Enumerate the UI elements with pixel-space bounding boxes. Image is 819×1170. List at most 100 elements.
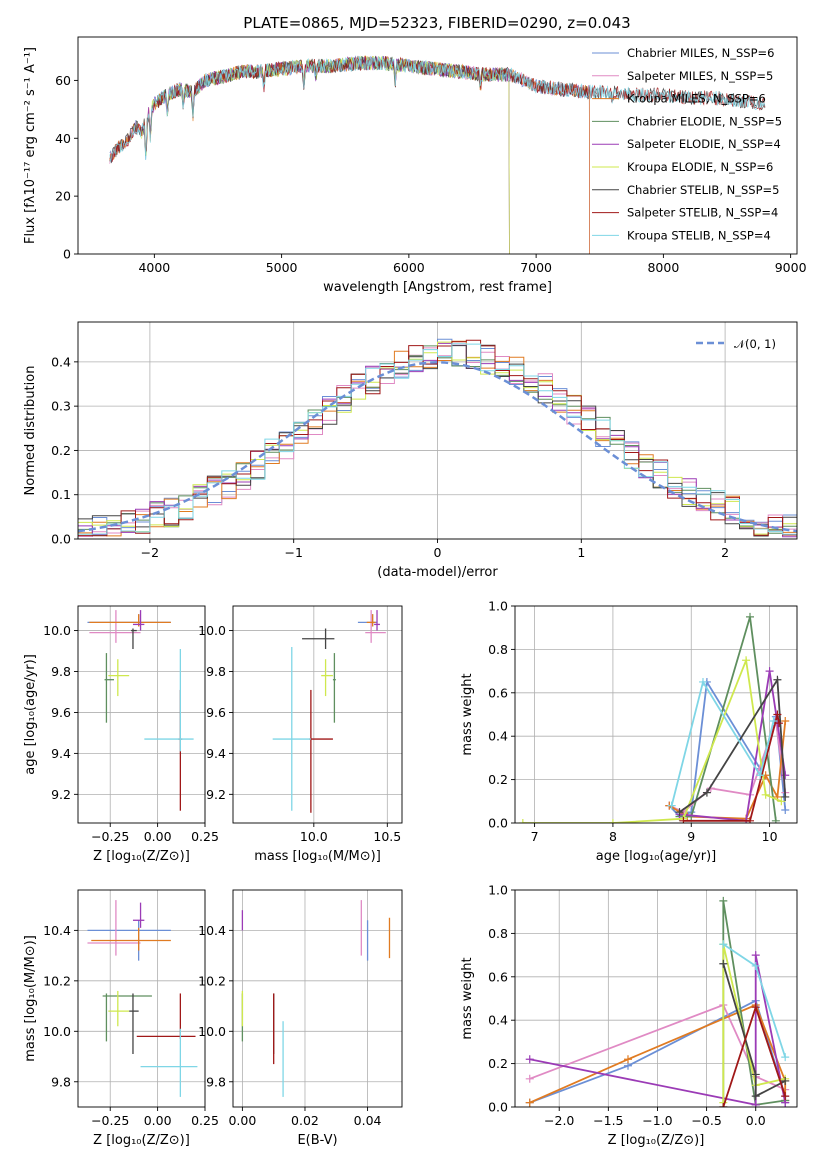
x-tick-label: 0.00 (144, 829, 172, 844)
weight-marker (773, 710, 782, 719)
weight-line (668, 720, 787, 814)
y-tick-label: 0.0 (51, 532, 71, 547)
y-tick-label: 9.2 (51, 787, 71, 802)
spectrum-line (109, 55, 766, 162)
weight-line (678, 676, 787, 813)
gridlines (78, 606, 206, 823)
weight-marker (781, 1076, 790, 1085)
x-tick-label: 0.00 (228, 1113, 256, 1128)
errorbar-point (89, 610, 141, 643)
x-tick-label: −0.25 (91, 829, 129, 844)
weight-marker (518, 819, 527, 823)
gridlines (233, 606, 402, 823)
axes-frame (514, 605, 798, 824)
legend-entry: 𝒩(0, 1) (734, 337, 776, 351)
weight-marker (771, 816, 780, 823)
y-tick-label: 9.2 (206, 787, 226, 802)
legend-entry: Chabrier MILES, N_SSP=6 (627, 46, 774, 60)
axes-frame (232, 889, 403, 1108)
y-tick-label: 0.0 (488, 1100, 508, 1115)
errorbar-point (309, 689, 333, 813)
errorbar-point (272, 646, 311, 811)
y-tick-label: 0.2 (488, 1056, 508, 1071)
errorbar-point (102, 993, 152, 1042)
errorbar-point (91, 927, 171, 951)
x-tick-label: 1 (577, 545, 585, 560)
errorbar-point (302, 628, 335, 649)
weight-marker (719, 959, 728, 968)
panels: 4000 5000 6000 7000 8000 90000204060wavelengt… (23, 36, 807, 1148)
chart-age-vs-Z: −0.25 0.00 0.25 9.2 9.4 9.6 9.8 10.0 Z [log₁₀(Z/… (23, 605, 219, 864)
weight-marker (719, 940, 728, 949)
errorbar-point (87, 900, 141, 956)
weight-marker (751, 1003, 760, 1012)
weight-marker (751, 1092, 760, 1101)
weight-marker (751, 951, 760, 960)
weight-line (529, 1003, 786, 1091)
errorbar-point (366, 614, 376, 627)
y-tick-label: 0.6 (488, 685, 508, 700)
x-tick-label: 10.0 (300, 829, 328, 844)
y-axis-label: age [log₁₀(age/yr)] (23, 654, 38, 775)
x-tick-label: 8 (609, 829, 617, 844)
x-tick-label: 0.02 (291, 1113, 319, 1128)
weight-line (722, 944, 786, 1103)
weight-marker (781, 771, 790, 780)
legend-entry: Salpeter ELODIE, N_SSP=4 (627, 137, 781, 151)
legend-entry: Kroupa ELODIE, N_SSP=6 (627, 160, 773, 174)
errorbar-point (108, 659, 130, 697)
weight-marker (746, 612, 754, 621)
weight-marker (623, 1055, 632, 1064)
y-tick-label: 1.0 (488, 883, 508, 898)
x-tick-label: −1 (284, 545, 302, 560)
axes-frame (77, 321, 798, 540)
weight-marker (679, 816, 688, 823)
plot-area (518, 612, 790, 823)
weight-line (529, 954, 787, 1106)
x-tick-label: 0 (434, 545, 442, 560)
legend-entry: Kroupa STELIB, N_SSP=4 (627, 228, 771, 242)
x-tick-label: 6000 (393, 260, 425, 275)
y-tick-label: 0.6 (488, 969, 508, 984)
x-tick-label: 0.04 (354, 1113, 382, 1128)
errorbar-point (104, 653, 115, 723)
legend-entry: Chabrier ELODIE, N_SSP=5 (627, 114, 782, 128)
x-axis-label: (data-model)/error (377, 565, 498, 580)
x-tick-label: 0.25 (191, 1113, 219, 1128)
x-tick-label: 10.5 (373, 829, 401, 844)
weight-marker (774, 719, 783, 728)
legend: Chabrier MILES, N_SSP=6 Salpeter MILES, N… (592, 46, 782, 242)
y-tick-label: 0.4 (488, 729, 508, 744)
y-tick-label: 60 (55, 73, 71, 88)
chart-mass-vs-Z: −0.25 0.00 0.25 9.8 10.0 10.2 10.4 Z [log₁₀(Z/Z… (23, 889, 219, 1148)
x-tick-label: 0.0 (746, 1113, 766, 1128)
y-tick-label: 9.8 (206, 664, 226, 679)
y-tick-label: 10.4 (43, 923, 71, 938)
x-tick-label: 9000 (775, 260, 807, 275)
errorbar-point (131, 628, 137, 649)
chart-massweight-vs-Z: −2.0 −1.5 −1.0 −0.5 0.0 0.0 0.2 0.4 0.6 0.8 1.0 Z [… (460, 883, 798, 1148)
chart-residuals: −2 −1 0 1 2 0.0 0.1 0.2 0.3 0.4 (data-model)/error… (23, 321, 798, 580)
weight-marker (742, 656, 751, 665)
y-tick-label: 10.2 (43, 973, 71, 988)
chart-mass-vs-EBV: 0.00 0.02 0.04 9.8 10.0 10.2 10.4 E(B-V) (198, 889, 403, 1148)
y-tick-label: 9.8 (51, 1074, 71, 1089)
y-tick-label: 9.8 (51, 664, 71, 679)
gridlines (233, 890, 402, 1107)
y-tick-label: 0.2 (488, 772, 508, 787)
y-tick-label: 9.8 (206, 1074, 226, 1089)
weight-marker (699, 677, 707, 686)
y-tick-label: 0.4 (488, 1013, 508, 1028)
errorbar-point (132, 902, 145, 928)
axes-frame (77, 605, 206, 824)
y-tick-label: 40 (55, 131, 71, 146)
y-tick-label: 0.3 (51, 399, 71, 414)
weight-marker (702, 788, 711, 797)
x-axis-label: E(B-V) (297, 1133, 337, 1148)
weight-marker (773, 675, 782, 684)
y-tick-label: 10.0 (43, 623, 71, 638)
x-axis-label: Z [log₁₀(Z/Z⊙)] (608, 1133, 705, 1148)
legend: 𝒩(0, 1) (696, 337, 776, 351)
weight-marker (525, 1098, 534, 1107)
y-tick-label: 0.1 (51, 487, 71, 502)
